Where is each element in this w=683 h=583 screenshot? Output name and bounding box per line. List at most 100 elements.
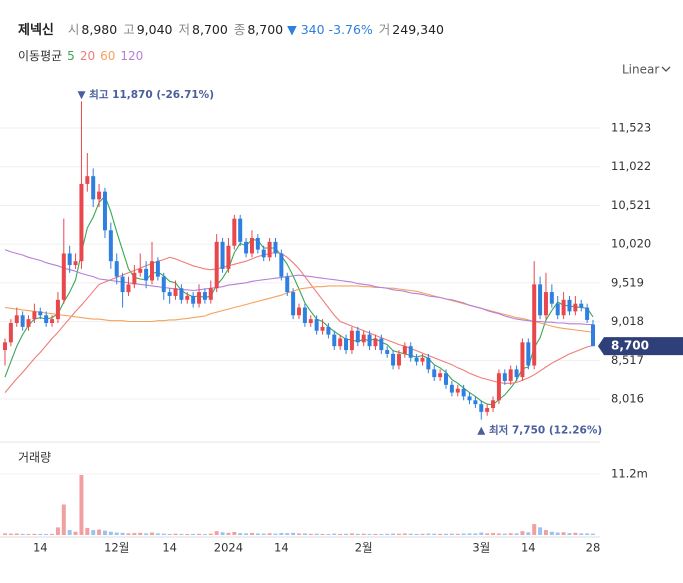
volume-bar [279,532,284,535]
quote-label: 거 [378,22,391,37]
ma-legend-item: 20 [79,49,96,63]
volume-bar [320,533,325,535]
candle-body [379,338,384,351]
volume-bar [455,533,460,535]
candle-body [67,253,72,266]
candle-body [50,319,55,324]
volume-bar [332,533,337,535]
volume-bar [349,533,354,535]
candle-body [549,292,554,304]
volume-bar [167,533,172,535]
volume-bar [502,533,507,535]
candle-body [367,334,372,347]
candle-body [585,307,590,320]
candle-body [320,326,325,331]
candle-body [120,276,125,293]
volume-bar [408,533,413,535]
volume-bar [102,530,107,535]
candle-body [455,388,460,393]
candle-body [396,353,401,366]
ma-line [4,252,594,393]
candle-body [138,268,143,273]
ma-line [4,285,594,333]
candle-body [167,292,172,296]
y-tick-label: 8,016 [611,392,644,406]
volume-bar [185,534,190,535]
candle-body [208,288,213,300]
candle-body [249,237,254,254]
candle-body [32,311,37,320]
volume-bar [14,533,19,535]
volume-bar [108,531,113,535]
volume-bar [179,533,184,535]
min-annotation: ▲ 최저 7,750 (12.26%) [477,424,602,437]
candle-body [438,373,443,378]
candle-body [555,303,560,316]
candle-body [302,307,307,324]
chevron[interactable] [661,66,671,72]
volume-bar [132,533,137,535]
volume-bar [585,533,590,535]
volume-bar [173,533,178,535]
volume-bar [150,532,154,535]
volume-bar [61,504,66,535]
candle-body [85,176,90,184]
candle-body [55,299,60,320]
candle-body [573,303,578,312]
y-tick-label: 11.2m [611,466,648,480]
candle-body [391,353,396,366]
quote-value: 9,040 [136,22,173,37]
x-tick-label: 28 [586,541,601,555]
volume-bar [567,533,572,535]
volume-bar [420,533,425,535]
candle-body [191,295,196,304]
candle-body [326,326,331,335]
volume-bar [532,524,537,535]
candle-body [432,369,437,378]
volume-bar [355,533,360,535]
candle-body [26,319,31,327]
x-tick-label: 2월 [355,541,373,555]
candle-body [161,276,166,293]
candle-body [308,319,313,324]
candle-body [238,218,243,242]
y-tick-label: 11,523 [611,121,651,135]
candle-body [214,241,219,289]
candle-body [408,346,413,358]
candle-body [44,315,49,324]
candle-body [179,288,184,300]
volume-bar [526,532,531,535]
candle-body [479,404,484,412]
volume-bar [508,533,513,535]
volume-bar [414,533,419,535]
volume-bar [361,533,366,535]
volume-bar [297,533,301,535]
volume-bar [326,534,331,535]
volume-bar [385,533,390,535]
quote-value: 249,340 [392,22,444,37]
candle-body [314,319,319,331]
volume-bar [302,533,307,535]
quote-label: 종 [233,22,246,37]
volume-bar [197,533,202,535]
candle-body [473,400,478,405]
volume-bar [38,533,43,535]
volume-bar [561,532,566,535]
candle-body [144,268,149,281]
candle-body [502,373,507,381]
volume-bar [467,533,472,535]
candle-body [279,253,284,277]
volume-bar [461,533,466,535]
candle-body [426,357,431,370]
volume-bar [267,533,272,535]
scale-mode[interactable]: Linear [622,63,659,77]
volume-bar [338,533,343,535]
volume-bar [120,532,125,535]
candle-body [491,400,496,409]
quote-value: 8,700 [247,22,284,37]
volume-bar [479,532,484,535]
volume-bar [432,533,437,535]
volume-bar [3,533,7,535]
volume-bar [308,533,313,535]
